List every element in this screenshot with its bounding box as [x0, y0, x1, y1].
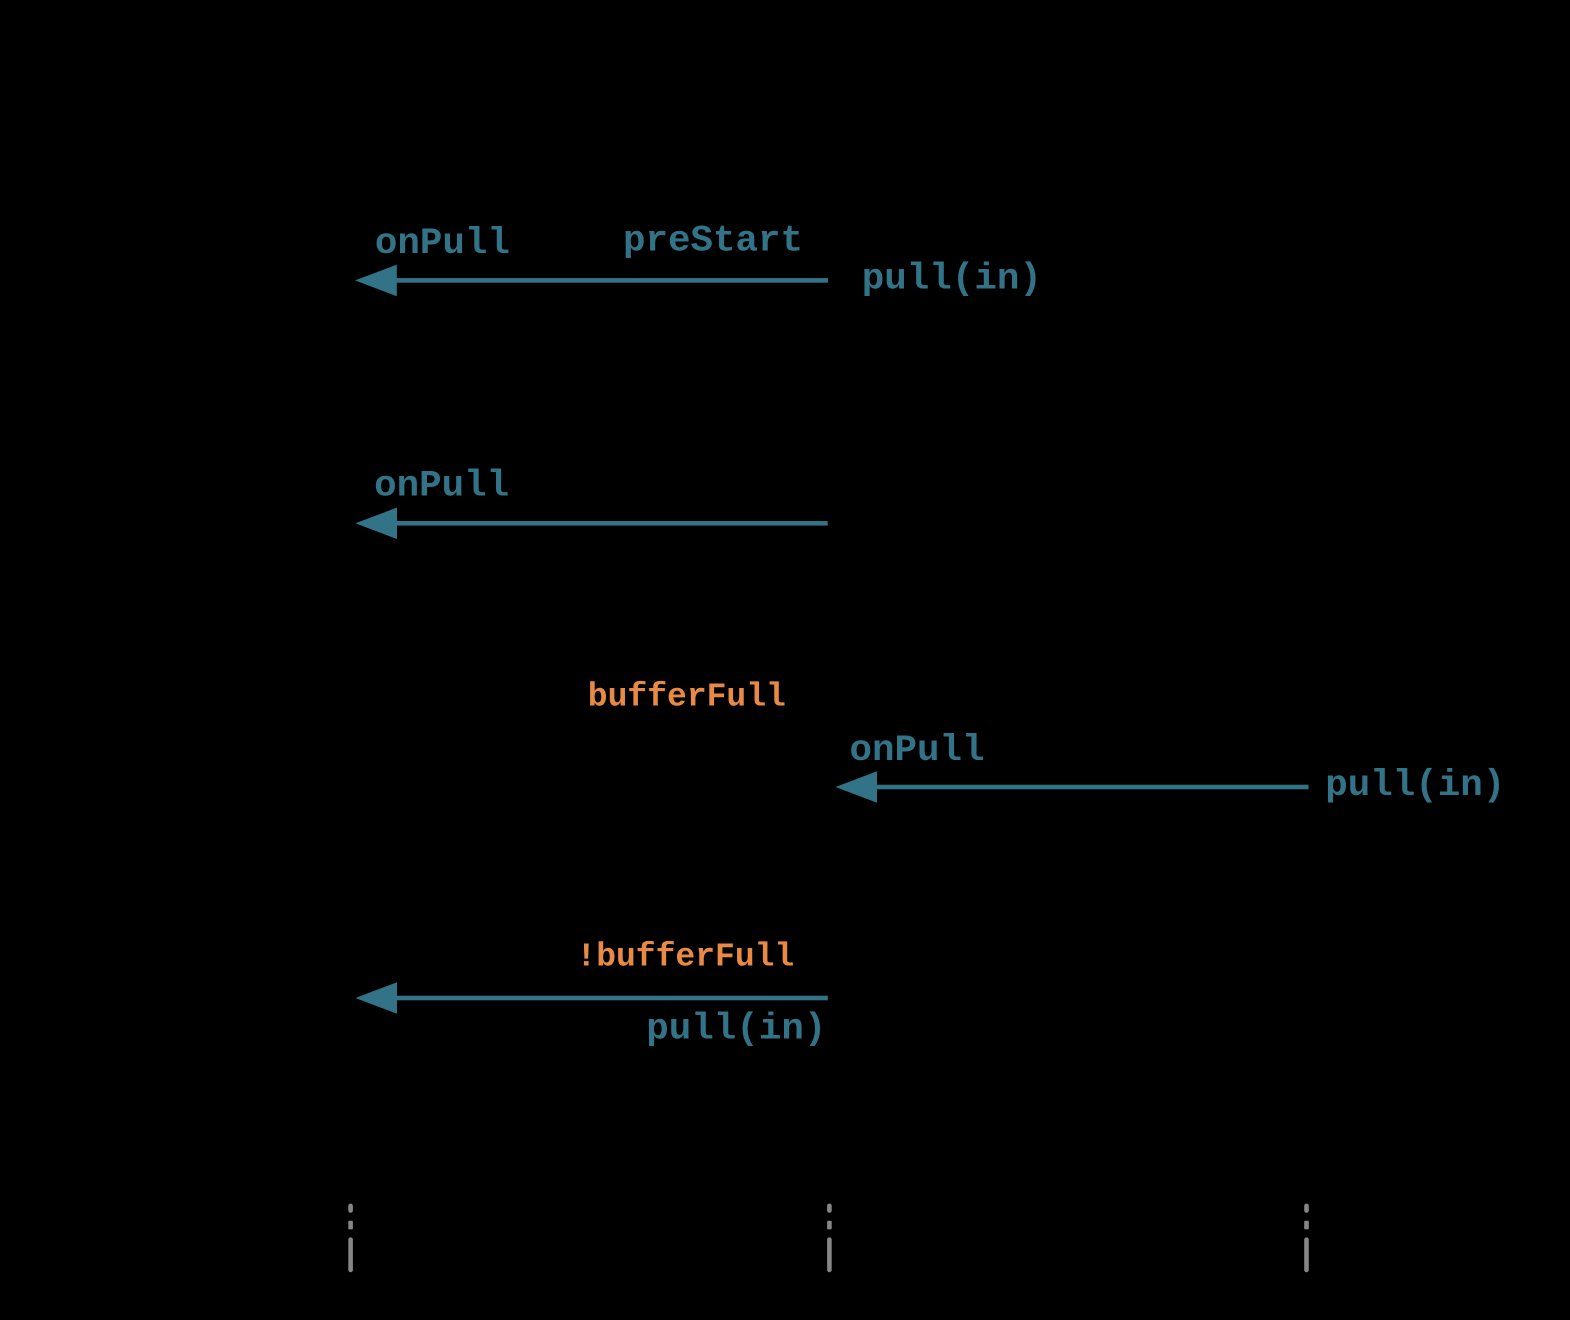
svg-text:onPull: onPull — [850, 730, 985, 772]
svg-text:pull(in): pull(in) — [646, 1009, 826, 1051]
svg-text:preStart: preStart — [623, 221, 803, 263]
svg-text:onPull: onPull — [375, 223, 510, 265]
svg-text:pull(in): pull(in) — [862, 259, 1042, 301]
svg-text:pull(in): pull(in) — [1325, 765, 1505, 807]
svg-text:!bufferFull: !bufferFull — [576, 938, 794, 975]
svg-text:bufferFull: bufferFull — [588, 679, 786, 716]
svg-text:onPull: onPull — [374, 466, 509, 508]
